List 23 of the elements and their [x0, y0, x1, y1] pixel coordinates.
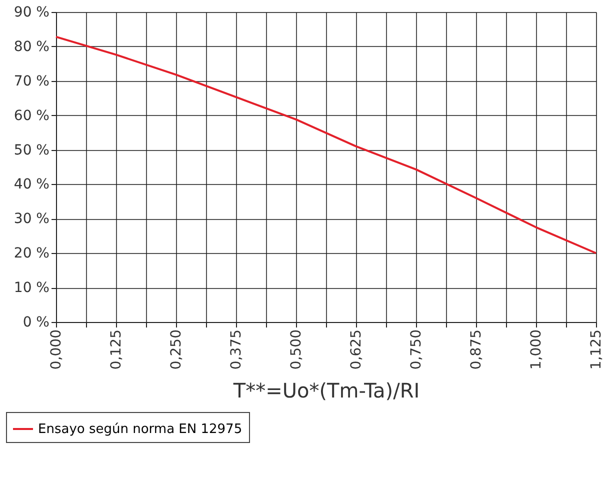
y-tick-label: 80 %: [14, 38, 50, 55]
y-tick-label: 70 %: [14, 73, 50, 90]
line-series: [55, 36, 597, 254]
y-tick-label: 40 %: [14, 176, 50, 193]
x-axis-title: T**=Uo*(Tm-Ta)/RI: [232, 378, 420, 403]
x-tick-label: 0,500: [288, 330, 304, 370]
x-tick-label: 1,125: [588, 330, 604, 370]
y-tick-label: 50 %: [14, 142, 50, 158]
y-tick-label: 90 %: [14, 4, 50, 20]
y-tick-label: 10 %: [14, 280, 50, 296]
x-tick-label: 0,625: [348, 330, 364, 370]
x-tick-label: 0,875: [468, 330, 484, 370]
x-tick-label: 0,000: [48, 330, 64, 370]
x-tick-label: 0,375: [228, 330, 244, 370]
y-tick-label: 0 %: [22, 314, 50, 330]
y-tick-label: 20 %: [14, 246, 50, 262]
y-tick-label: 30 %: [14, 211, 50, 228]
y-tick-label: 60 %: [14, 108, 50, 124]
x-tick-label: 0,250: [168, 330, 184, 370]
x-tick-label: 0,750: [408, 330, 424, 370]
x-tick-label: 1,000: [528, 330, 544, 370]
legend-label: Ensayo según norma EN 12975: [38, 422, 242, 437]
x-tick-label: 0,125: [108, 330, 124, 370]
